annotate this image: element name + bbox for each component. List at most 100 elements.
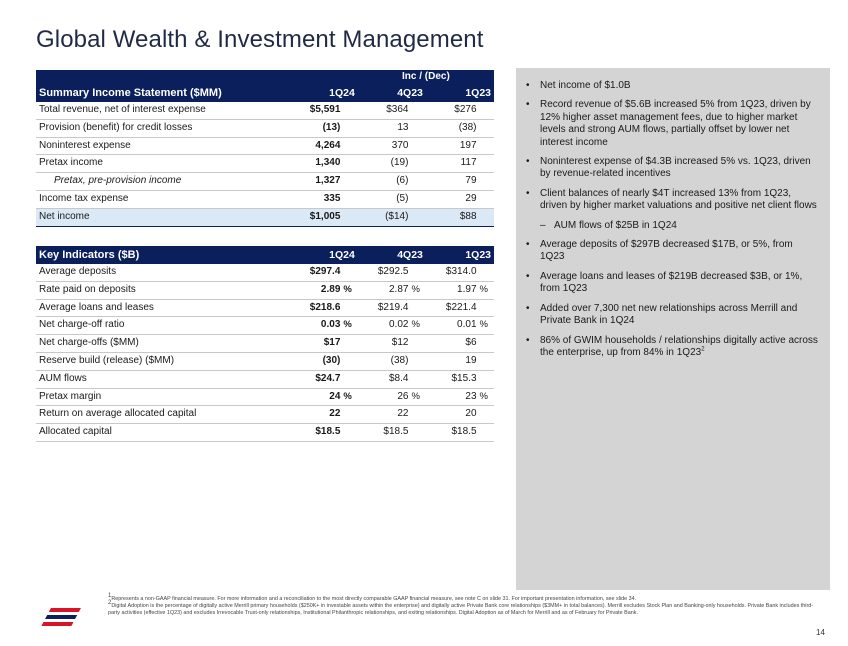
page-number: 14	[816, 628, 825, 637]
income-row: Noninterest expense 4,264 370 197	[36, 137, 494, 156]
inc-dec-header-row: Inc / (Dec)	[36, 70, 494, 84]
percent-sign: %	[479, 281, 494, 300]
bullet-marker: •	[526, 156, 530, 168]
spacer	[479, 102, 494, 120]
sub-bullet-item: – AUM flows of $25B in 1Q24	[526, 220, 818, 232]
spacer	[479, 334, 494, 353]
indicator-value-1q23: 0.01	[425, 316, 480, 336]
spacer	[411, 119, 426, 138]
spacer	[343, 264, 358, 282]
spacer	[479, 190, 494, 209]
indicators-header-c2: 4Q23	[357, 246, 426, 264]
spacer	[343, 172, 358, 191]
commentary-panel: • Net income of $1.0B • Record revenue of $…	[516, 68, 830, 590]
indicator-value-1q23: $15.3	[425, 370, 480, 389]
income-row: Income tax expense 335 (5) 29	[36, 190, 494, 209]
indicator-row: Rate paid on deposits 2.89% 2.87% 1.97%	[36, 281, 494, 300]
indicator-row-label: Return on average allocated capital	[36, 405, 284, 425]
indicator-row-label: Pretax margin	[36, 388, 284, 407]
footnote: 1Represents a non-GAAP financial measure…	[108, 593, 824, 603]
indicator-row: Reserve build (release) ($MM) (30) (38) 19	[36, 352, 494, 371]
income-header-c2: 4Q23	[357, 84, 426, 102]
percent-sign: %	[343, 388, 358, 407]
income-row-label: Income tax expense	[36, 190, 284, 209]
bullet-item: • Client balances of nearly $4T increased…	[526, 188, 818, 213]
footnote: 2Digital Adoption is the percentage of d…	[108, 600, 824, 617]
spacer	[343, 334, 358, 353]
spacer	[411, 352, 426, 371]
indicator-value-4q23: 26	[357, 388, 412, 407]
indicator-value-1q24: $218.6	[283, 299, 344, 318]
indicator-value-4q23: 2.87	[357, 281, 412, 300]
indicators-header-row: Key Indicators ($B) 1Q24 4Q23 1Q23	[36, 246, 494, 264]
indicator-row-label: Net charge-off ratio	[36, 316, 284, 336]
spacer	[411, 102, 426, 120]
income-row: Pretax, pre-provision income 1,327 (6) 79	[36, 172, 494, 191]
income-value-1q23: $276	[425, 102, 480, 120]
spacer	[343, 137, 358, 156]
spacer	[479, 208, 494, 227]
spacer	[343, 299, 358, 318]
income-value-1q23: $88	[425, 208, 480, 227]
bullet-marker: •	[526, 80, 530, 91]
spacer	[479, 299, 494, 318]
percent-sign: %	[411, 316, 426, 336]
spacer	[411, 334, 426, 353]
indicator-row-label: Rate paid on deposits	[36, 281, 284, 300]
income-value-1q23: 197	[425, 137, 480, 156]
indicator-value-4q23: $292.5	[357, 264, 412, 282]
footnote-number: 1	[108, 593, 112, 600]
indicators-header-label: Key Indicators ($B)	[36, 246, 284, 264]
indicator-value-4q23: $219.4	[357, 299, 412, 318]
indicator-value-4q23: 0.02	[357, 316, 412, 336]
spacer	[411, 370, 426, 389]
indicator-row-label: Average loans and leases	[36, 299, 284, 318]
indicator-value-4q23: $8.4	[357, 370, 412, 389]
indicator-value-1q24: $297.4	[283, 264, 344, 282]
indicator-row-label: Reserve build (release) ($MM)	[36, 352, 284, 371]
percent-sign: %	[343, 316, 358, 336]
bullet-marker: •	[526, 187, 530, 199]
income-value-4q23: $364	[357, 102, 412, 120]
page-title: Global Wealth & Investment Management	[36, 26, 484, 53]
income-value-4q23: (19)	[357, 154, 412, 174]
spacer	[411, 172, 426, 191]
indicator-value-1q23: 19	[425, 352, 480, 371]
indicator-value-1q24: 0.03	[283, 316, 344, 336]
bullet-text: AUM flows of $25B in 1Q24	[554, 219, 677, 231]
income-header-row: Summary Income Statement ($MM) 1Q24 4Q23…	[36, 84, 494, 102]
spacer	[411, 208, 426, 227]
bullet-item: • Average deposits of $297B decreased $17…	[526, 239, 818, 264]
key-indicators-table: Key Indicators ($B) 1Q24 4Q23 1Q23 Avera…	[36, 246, 494, 442]
income-row-label: Noninterest expense	[36, 137, 284, 156]
income-row: Total revenue, net of interest expense $5…	[36, 102, 494, 120]
indicator-value-4q23: 22	[357, 405, 412, 425]
bullet-item: • Record revenue of $5.6B increased 5% fr…	[526, 99, 818, 149]
spacer	[479, 264, 494, 282]
spacer	[479, 405, 494, 425]
spacer	[411, 190, 426, 209]
indicator-row-label: AUM flows	[36, 370, 284, 389]
indicator-value-4q23: $12	[357, 334, 412, 353]
income-value-4q23: (5)	[357, 190, 412, 209]
income-value-1q24: $1,005	[283, 208, 344, 227]
spacer	[343, 405, 358, 425]
indicator-value-4q23: $18.5	[357, 423, 412, 442]
income-value-1q24: $5,591	[283, 102, 344, 120]
indicator-value-1q24: 2.89	[283, 281, 344, 300]
spacer	[343, 190, 358, 209]
spacer	[343, 352, 358, 371]
spacer	[343, 154, 358, 174]
spacer	[411, 405, 426, 425]
indicator-row: Allocated capital $18.5 $18.5 $18.5	[36, 423, 494, 442]
income-value-1q24: (13)	[283, 119, 344, 138]
indicator-row: Net charge-off ratio 0.03% 0.02% 0.01%	[36, 316, 494, 336]
bullet-text: Noninterest expense of $4.3B increased 5…	[540, 156, 811, 180]
bullet-marker: •	[526, 239, 530, 251]
percent-sign: %	[343, 281, 358, 300]
income-value-1q23: 117	[425, 154, 480, 174]
footnote-ref: 2	[701, 346, 705, 353]
bullet-text: Client balances of nearly $4T increased …	[540, 187, 817, 212]
indicator-value-1q23: 1.97	[425, 281, 480, 300]
income-value-1q23: 79	[425, 172, 480, 191]
